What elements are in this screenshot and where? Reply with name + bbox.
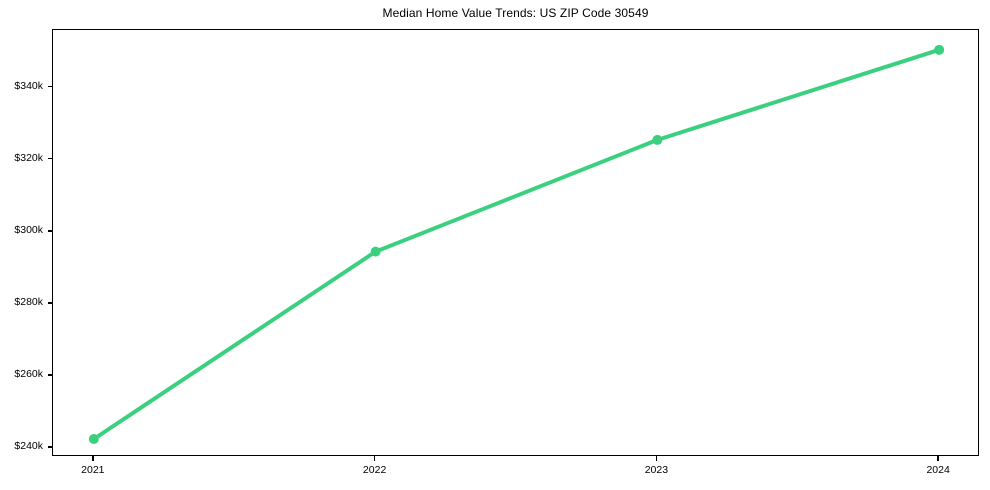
y-tick-mark (47, 374, 52, 376)
x-tick-label: 2023 (644, 464, 669, 476)
x-tick-label: 2022 (362, 464, 387, 476)
y-tick-label: $340k (14, 80, 43, 93)
plot-svg (88, 44, 945, 444)
y-tick-mark (47, 230, 52, 232)
plot-area (52, 29, 979, 456)
x-tick-label: 2024 (926, 464, 950, 476)
y-tick-mark (47, 302, 52, 304)
y-tick-label: $240k (14, 440, 43, 453)
y-tick-label: $320k (14, 152, 43, 165)
data-point (88, 433, 99, 444)
y-tick-label: $260k (14, 368, 43, 381)
data-line (92, 47, 940, 441)
data-point (370, 246, 381, 257)
y-tick-mark (47, 85, 52, 88)
x-tick-mark (92, 456, 94, 461)
x-tick-mark (937, 456, 939, 461)
data-point (652, 134, 663, 145)
data-point (934, 44, 945, 55)
y-tick-mark (47, 446, 52, 448)
y-tick-mark (47, 157, 52, 160)
x-tick-mark (373, 456, 376, 461)
x-tick-mark (655, 456, 658, 461)
y-tick-label: $280k (14, 296, 43, 309)
chart-title: Median Home Value Trends: US ZIP Code 30… (382, 6, 649, 20)
x-tick-label: 2021 (81, 464, 105, 476)
y-tick-label: $300k (14, 224, 43, 237)
